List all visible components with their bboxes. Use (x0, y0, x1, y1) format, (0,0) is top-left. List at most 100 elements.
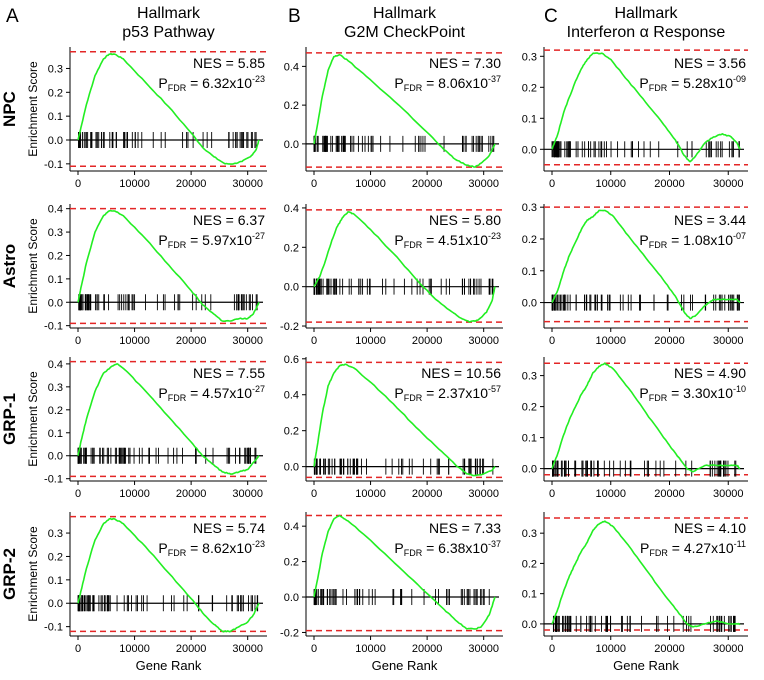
x-tick-label: 0 (549, 335, 555, 347)
y-tick-label: 0.1 (522, 266, 537, 278)
nes-label: NES = 7.30 (429, 55, 501, 71)
y-tick-label: 0.1 (48, 274, 63, 286)
x-tick-label: 20000 (412, 178, 443, 190)
y-tick-label: 0.3 (48, 382, 63, 394)
y-tick-label: -0.2 (280, 321, 299, 333)
y-tick-label: -0.1 (44, 474, 63, 486)
x-tick-label: 0 (311, 643, 317, 655)
y-tick-label: 0.3 (48, 63, 63, 75)
gsea-figure: A Hallmarkp53 PathwayB HallmarkG2M CheckPo… (0, 0, 764, 680)
y-tick-label: 0.3 (522, 528, 537, 540)
x-tick-label: 0 (75, 178, 81, 190)
x-tick-label: 20000 (412, 488, 443, 500)
y-tick-label: 0.2 (284, 557, 299, 569)
y-tick-label: -0.1 (44, 622, 63, 634)
y-tick-label: 0.2 (522, 82, 537, 94)
nes-label: NES = 4.10 (674, 520, 746, 536)
x-tick-label: 20000 (176, 488, 207, 500)
nes-label: NES = 5.80 (429, 212, 501, 228)
y-tick-label: 0.2 (284, 242, 299, 254)
y-tick-label: 0.2 (522, 402, 537, 414)
y-tick-label: 0.1 (522, 433, 537, 445)
x-tick-label: 10000 (119, 488, 150, 500)
x-tick-label: 30000 (713, 488, 744, 500)
row-label-Astro: Astro (0, 244, 19, 288)
x-tick-label: 30000 (232, 335, 263, 347)
x-tick-label: 30000 (468, 178, 499, 190)
x-tick-label: 20000 (654, 643, 685, 655)
y-tick-label: 0.2 (284, 100, 299, 112)
x-axis-label: Gene Rank (613, 658, 679, 673)
x-tick-label: 0 (549, 643, 555, 655)
x-tick-label: 20000 (654, 488, 685, 500)
y-tick-label: 0.4 (284, 521, 299, 533)
x-tick-label: 20000 (412, 335, 443, 347)
y-tick-label: 0.0 (284, 282, 299, 294)
y-tick-label: 0.4 (48, 204, 63, 216)
y-tick-label: 0.2 (48, 405, 63, 417)
x-tick-label: 10000 (119, 643, 150, 655)
x-tick-label: 30000 (468, 488, 499, 500)
x-tick-label: 10000 (595, 488, 626, 500)
x-tick-label: 0 (311, 178, 317, 190)
x-tick-label: 20000 (412, 643, 443, 655)
y-tick-label: 0.0 (48, 451, 63, 463)
nes-label: NES = 4.90 (674, 365, 746, 381)
column-letter-A: A (6, 6, 19, 27)
row-label-NPC: NPC (0, 91, 19, 127)
y-tick-label: 0.0 (48, 598, 63, 610)
nes-label: NES = 6.37 (193, 212, 265, 228)
x-tick-label: 20000 (654, 178, 685, 190)
x-tick-label: 10000 (595, 178, 626, 190)
x-tick-label: 30000 (713, 178, 744, 190)
row-label-GRP-2: GRP-2 (0, 548, 19, 600)
nes-label: NES = 5.85 (193, 55, 265, 71)
y-axis-label: Enrichment Score (26, 526, 40, 622)
x-tick-label: 10000 (119, 178, 150, 190)
y-tick-label: 0.0 (48, 135, 63, 147)
y-tick-label: -0.2 (280, 627, 299, 639)
y-tick-label: 0.2 (522, 558, 537, 570)
x-tick-label: 10000 (595, 643, 626, 655)
x-tick-label: 20000 (654, 335, 685, 347)
y-axis-label: Enrichment Score (26, 61, 40, 157)
y-tick-label: 0.0 (522, 298, 537, 310)
y-tick-label: 0.4 (284, 390, 299, 402)
y-tick-label: 0.3 (522, 51, 537, 63)
x-tick-label: 10000 (355, 643, 386, 655)
y-tick-label: 0.4 (48, 359, 63, 371)
y-tick-label: 0.1 (48, 111, 63, 123)
y-tick-label: -0.1 (44, 321, 63, 333)
y-tick-label: 0.2 (522, 234, 537, 246)
x-tick-label: 10000 (355, 488, 386, 500)
y-tick-label: 0.1 (522, 113, 537, 125)
y-tick-label: 0.0 (284, 462, 299, 474)
x-tick-label: 0 (311, 488, 317, 500)
x-tick-label: 20000 (176, 335, 207, 347)
x-axis-label: Gene Rank (136, 658, 202, 673)
y-tick-label: 0.1 (522, 589, 537, 601)
column-title-line2: G2M CheckPoint (344, 24, 465, 41)
x-tick-label: 0 (75, 335, 81, 347)
y-tick-label: 0.2 (48, 250, 63, 262)
y-tick-label: 0.4 (284, 61, 299, 73)
nes-label: NES = 3.56 (674, 55, 746, 71)
nes-label: NES = 10.56 (421, 365, 501, 381)
y-tick-label: 0.0 (522, 619, 537, 631)
x-tick-label: 30000 (713, 335, 744, 347)
y-tick-label: 0.1 (48, 428, 63, 440)
y-tick-label: 0.3 (48, 227, 63, 239)
x-tick-label: 0 (549, 488, 555, 500)
y-tick-label: 0.3 (522, 202, 537, 214)
column-title-line2: p53 Pathway (122, 24, 215, 41)
y-tick-label: 0.0 (48, 297, 63, 309)
y-tick-label: 0.2 (48, 551, 63, 563)
y-tick-label: -0.1 (44, 159, 63, 171)
column-title-line2: Interferon α Response (567, 24, 726, 41)
row-label-GRP-1: GRP-1 (0, 393, 19, 445)
x-tick-label: 10000 (355, 335, 386, 347)
column-letter-C: C (544, 6, 558, 27)
nes-label: NES = 7.55 (193, 365, 265, 381)
x-tick-label: 0 (75, 643, 81, 655)
x-tick-label: 30000 (468, 643, 499, 655)
